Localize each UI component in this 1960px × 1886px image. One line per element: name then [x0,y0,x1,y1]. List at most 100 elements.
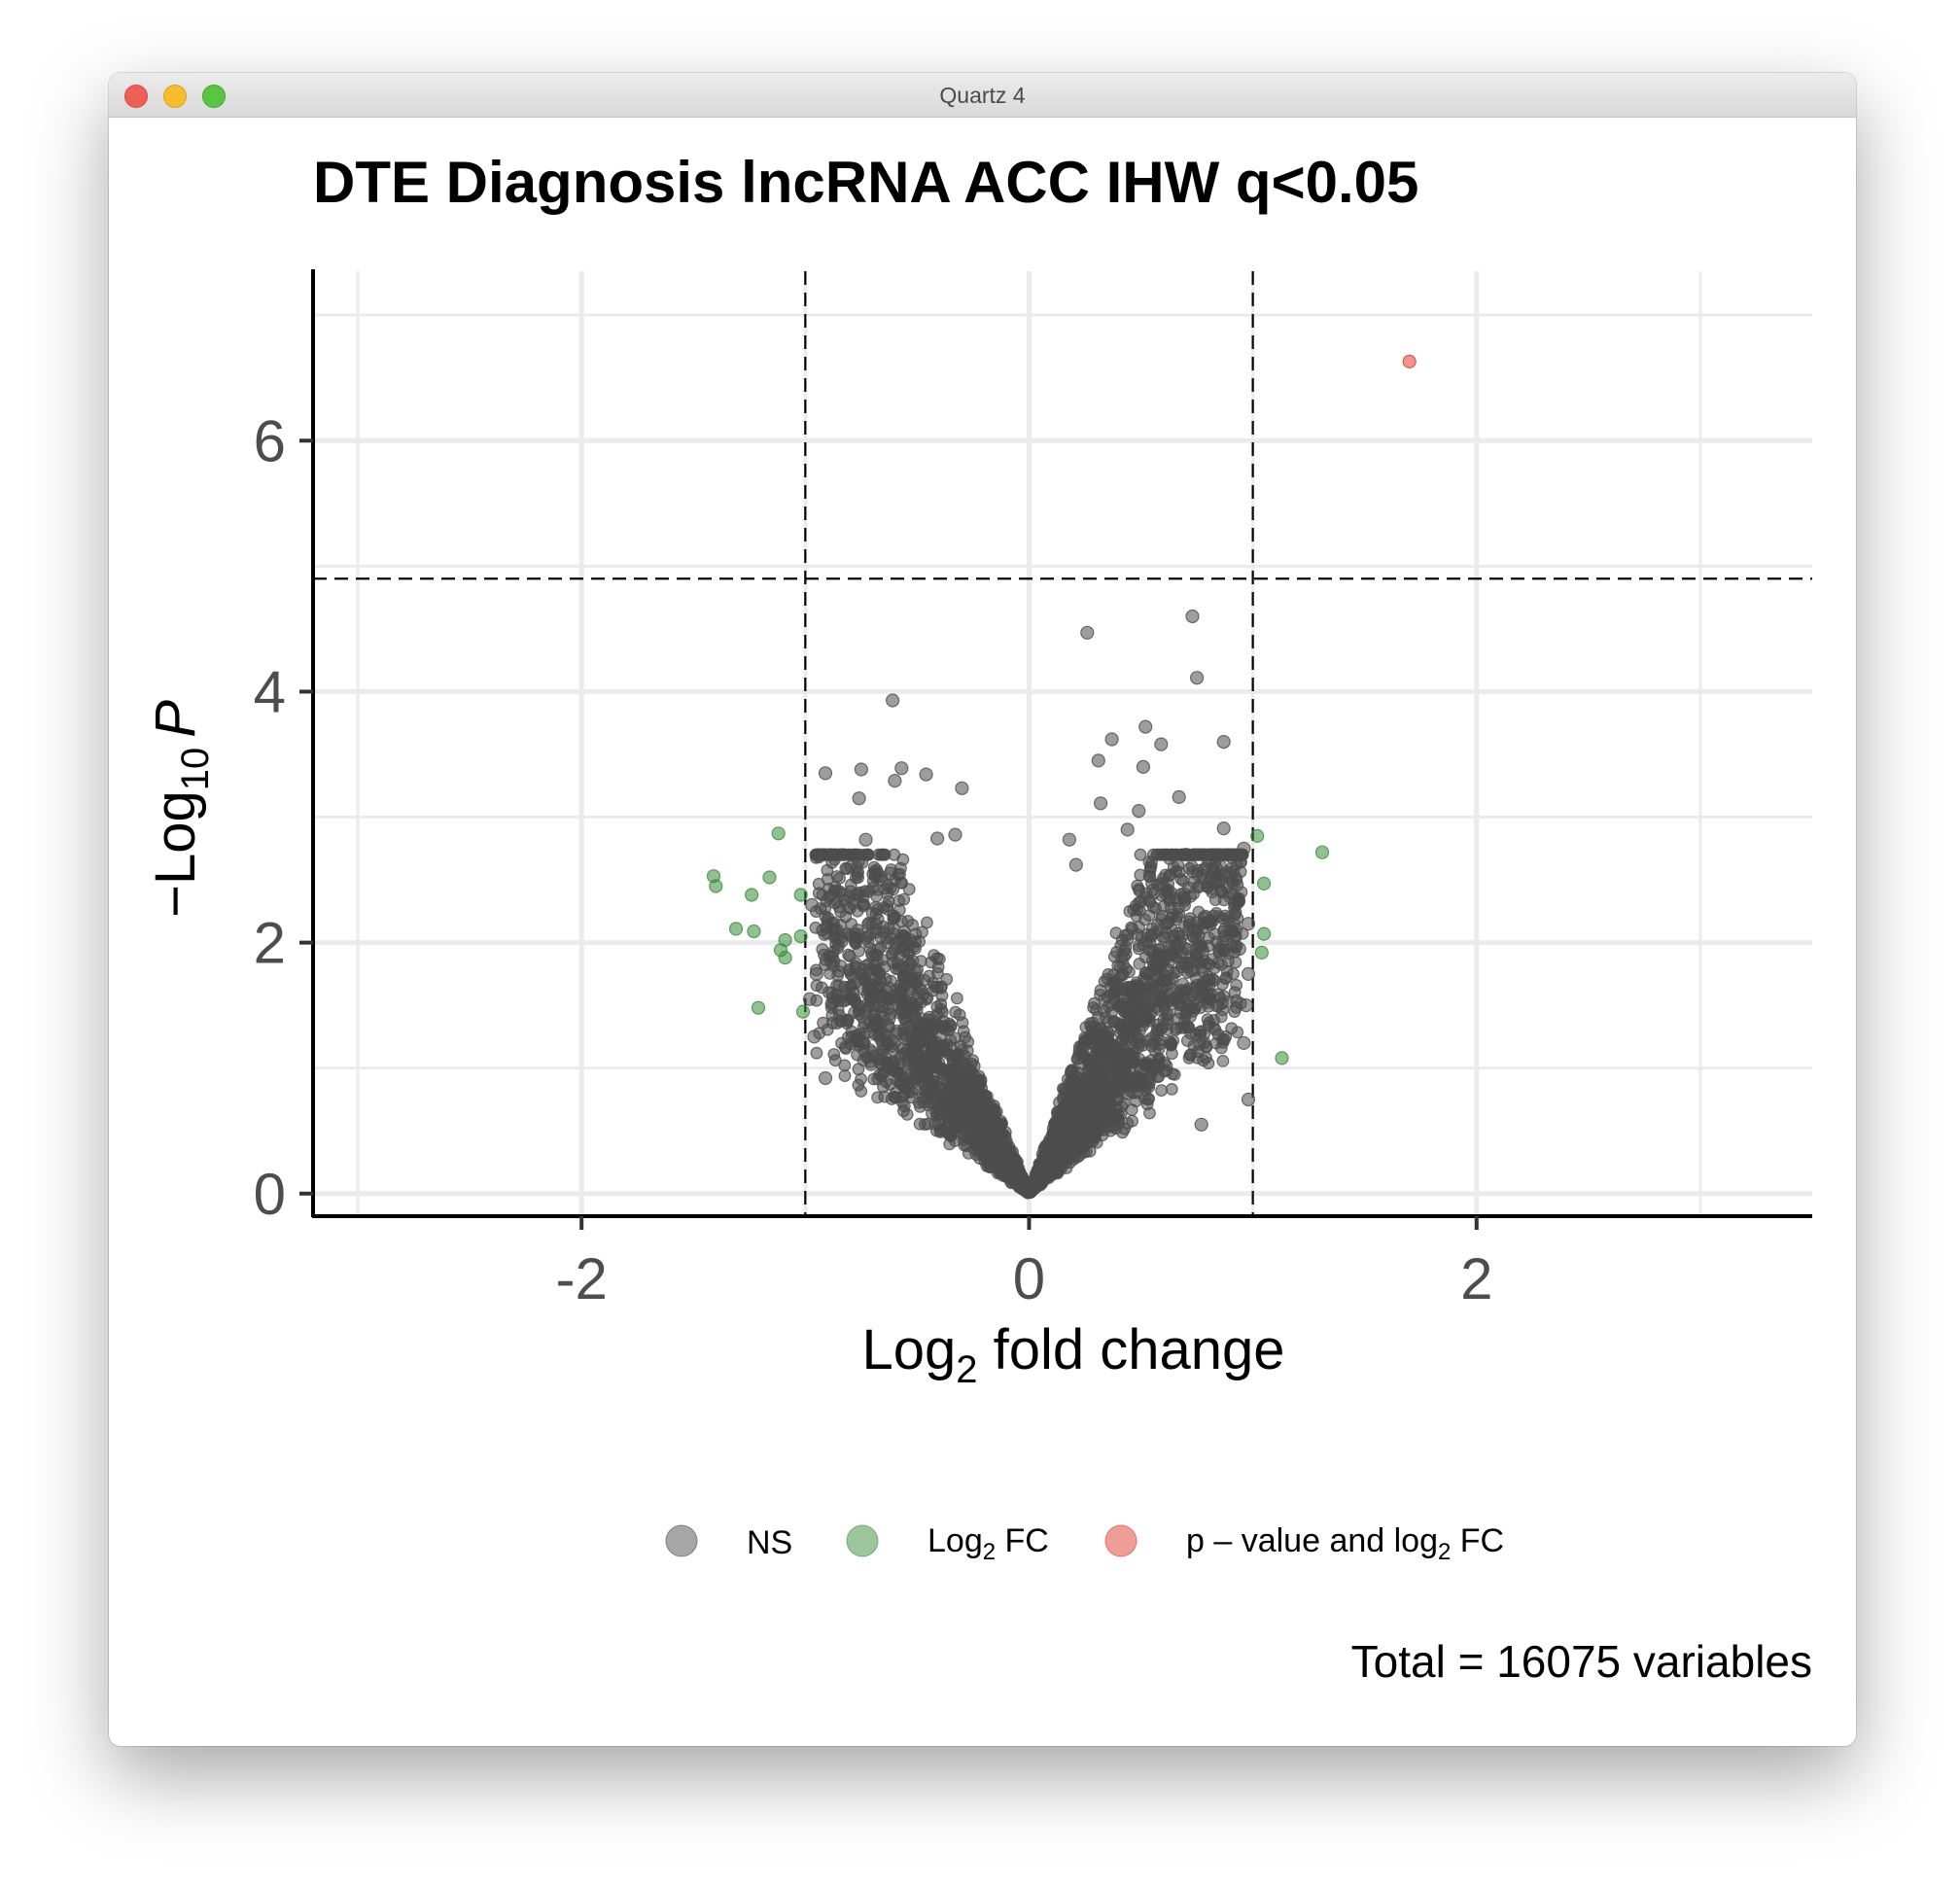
ns-point [831,941,844,955]
ns-point [892,1065,905,1079]
ns-point [955,781,969,795]
ns-point [858,1027,871,1040]
ns-point [945,1049,959,1063]
ns-point [1138,966,1152,980]
ns-point [897,1007,910,1021]
ns-point [1215,978,1229,991]
log2fc-point [747,924,761,939]
ns-point [920,1024,932,1037]
ns-point [921,916,933,929]
ns-point [1217,1032,1231,1046]
ns-point [1101,991,1114,1003]
ns-point [1172,858,1185,872]
ns-point [904,1051,918,1065]
ns-point [1214,1010,1228,1024]
ns-point [942,1126,956,1139]
ns-point [857,898,869,911]
log2fc-point [1275,1051,1289,1065]
volcano-plot: DTE Diagnosis lncRNA ACC IHW q<0.05 -2 0 2… [144,150,1812,1687]
ns-point [1026,1177,1039,1191]
ns-point [1075,1048,1089,1062]
title-bar[interactable]: Quartz 4 [109,73,1856,118]
chart-title: DTE Diagnosis lncRNA ACC IHW q<0.05 [313,150,1418,215]
ns-point [954,1039,967,1053]
ns-point [1141,1093,1155,1106]
ns-point [1107,950,1121,963]
ns-point [857,962,870,976]
ns-point [836,888,851,902]
ns-point [896,970,910,983]
ns-point [1125,990,1138,1003]
ns-point [864,947,878,960]
minimize-button[interactable] [163,85,187,108]
ns-point [1138,719,1153,734]
ns-point [831,1003,845,1017]
ns-point [940,972,954,986]
ns-point [852,791,866,806]
ns-point [958,1059,970,1072]
ns-point [988,1102,1000,1115]
ns-point [874,848,888,861]
ns-point [1163,956,1175,968]
ns-point [1229,956,1242,969]
ns-point [1091,1121,1104,1135]
ns-point [874,1057,888,1069]
log2fc-point [1256,876,1272,891]
ns-point [990,1150,1002,1164]
y-tick-label: 2 [254,911,286,976]
ns-point [930,1048,943,1062]
ns-point [1160,886,1173,899]
ns-point [1241,917,1256,931]
ns-point [1154,737,1169,751]
ns-point [1208,1024,1222,1036]
ns-point [1125,1103,1138,1116]
ns-point [1104,732,1119,747]
ns-point [810,1046,823,1060]
ns-point [1232,891,1245,905]
ns-point [929,1016,943,1030]
ns-point [1094,1060,1106,1072]
ns-point [1105,1005,1118,1019]
ns-point [972,1127,985,1140]
ns-point [1080,625,1095,640]
ns-point [1184,1010,1197,1024]
ns-point [875,1069,888,1083]
ns-point [1223,867,1237,881]
zoom-button[interactable] [202,85,226,108]
ns-point [929,1035,943,1049]
ns-point [1148,953,1162,966]
ns-point [1228,1005,1242,1018]
close-button[interactable] [124,85,148,108]
significant-point [1402,354,1417,368]
ns-point [1216,734,1231,750]
ns-point [1104,1053,1117,1066]
ns-point [993,1129,1006,1142]
log2fc-point [709,879,723,893]
ns-point [851,868,864,881]
ns-point [1239,997,1253,1013]
ns-point [915,984,928,996]
ns-point [1191,1052,1204,1065]
ns-point [1100,1086,1113,1100]
ns-point [831,968,844,982]
ns-point [852,856,865,869]
ns-point [1157,848,1171,861]
ns-point [924,1085,937,1098]
ns-point [930,1000,944,1014]
ns-point [1172,986,1185,999]
y-tick-label: 6 [254,408,286,473]
ns-point [1203,994,1216,1007]
ns-point [1162,940,1175,954]
ns-point [830,979,843,993]
ns-point [809,966,823,982]
ns-point [869,868,882,881]
ns-point [1177,1021,1191,1034]
ns-point [1130,976,1143,990]
ns-point [1157,995,1171,1008]
ns-point [805,897,820,913]
ns-point [885,693,900,708]
ns-point [1234,865,1247,879]
ns-point [1141,1012,1155,1026]
ns-point [919,767,933,782]
ns-point [923,969,936,983]
